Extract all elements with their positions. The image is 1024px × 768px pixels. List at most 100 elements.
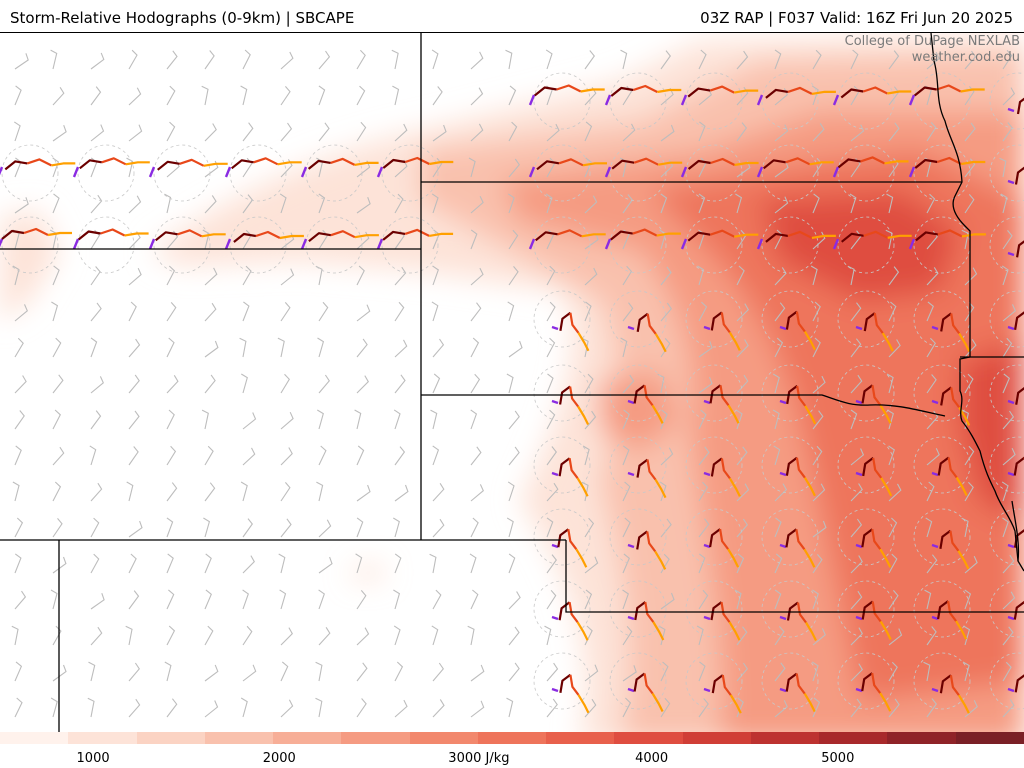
- hodograph-segment: [558, 601, 571, 621]
- hodograph-segment: [582, 162, 607, 167]
- wind-barb: [316, 481, 324, 502]
- wind-barb: [508, 340, 523, 358]
- wind-barb: [735, 409, 743, 430]
- hodograph-storm-motion-segment: [1007, 325, 1015, 331]
- hodograph-segment: [961, 233, 986, 238]
- colorbar-segment: [750, 732, 820, 744]
- hodograph-segment: [803, 548, 816, 568]
- wind-barb: [280, 699, 294, 718]
- wind-barb: [772, 373, 780, 394]
- wind-barb: [774, 302, 786, 322]
- hodograph-storm-motion-segment: [931, 687, 939, 693]
- wind-barb: [356, 698, 367, 718]
- hodograph-segment: [729, 694, 742, 714]
- wind-barb: [546, 265, 556, 286]
- wind-barb: [698, 553, 706, 574]
- colorbar-segment: [204, 732, 274, 744]
- wind-barb: [204, 374, 216, 394]
- wind-barb: [432, 662, 444, 682]
- hodograph-storm-motion-segment: [551, 325, 559, 331]
- wind-barb: [696, 625, 704, 646]
- wind-barb: [736, 518, 748, 538]
- wind-barb: [11, 625, 19, 646]
- wind-barb: [204, 445, 214, 466]
- hodograph-segment: [939, 674, 952, 694]
- hodograph-ring: [153, 144, 211, 202]
- wind-barb: [166, 121, 176, 142]
- colorbar-segment: [409, 732, 478, 744]
- wind-barb: [850, 483, 863, 502]
- wind-barb: [964, 589, 972, 610]
- wind-barb: [622, 517, 631, 538]
- wind-barb: [698, 121, 706, 142]
- hodograph-segment: [710, 157, 736, 166]
- wind-barb: [318, 50, 331, 70]
- wind-barb: [90, 337, 98, 358]
- hodograph-segment: [657, 88, 682, 94]
- wind-barb: [164, 661, 172, 682]
- hodograph-ring: [837, 72, 895, 130]
- wind-barb: [164, 193, 172, 214]
- wind-barb: [356, 231, 370, 250]
- hodograph-segment: [633, 384, 646, 404]
- wind-barb: [470, 195, 484, 214]
- wind-barb: [660, 447, 674, 466]
- wind-barb: [470, 409, 478, 430]
- hodograph-storm-motion-segment: [376, 166, 384, 178]
- hodograph-segment: [124, 232, 149, 237]
- wind-barb: [734, 589, 742, 610]
- hodograph-segment: [1014, 311, 1024, 330]
- wind-barb: [810, 265, 818, 286]
- hodograph-segment: [785, 456, 798, 476]
- wind-barb: [204, 482, 216, 502]
- wind-barb: [888, 301, 897, 322]
- wind-barb: [242, 555, 255, 574]
- wind-barb: [506, 697, 514, 718]
- hodograph-ring: [609, 652, 667, 710]
- hodograph-segment: [569, 312, 580, 334]
- hodograph-rings: [1, 72, 1024, 710]
- wind-barb: [1002, 661, 1012, 682]
- wind-barb: [964, 373, 974, 394]
- wind-barb: [52, 193, 60, 214]
- wind-barb: [88, 661, 96, 682]
- wind-barb: [90, 302, 102, 322]
- hodograph-storm-motion-segment: [604, 238, 612, 250]
- hodograph-segment: [77, 230, 101, 241]
- wind-barb: [925, 517, 933, 538]
- map-panel[interactable]: [0, 32, 1024, 743]
- hodograph-segment: [785, 528, 798, 548]
- wind-barb: [470, 373, 481, 394]
- wind-barb: [128, 520, 143, 538]
- wind-barb: [888, 339, 901, 358]
- wind-barb: [432, 338, 445, 358]
- hodograph-storm-motion-segment: [908, 94, 916, 106]
- hodograph-storm-motion-segment: [779, 471, 787, 477]
- hodograph-segment: [720, 312, 731, 334]
- wind-barb: [204, 664, 219, 682]
- hodograph-segment: [949, 675, 960, 696]
- hodograph-segment: [950, 387, 961, 409]
- hodograph-segment: [636, 530, 648, 550]
- hodograph-segment: [879, 548, 892, 568]
- wind-barb: [14, 553, 22, 574]
- wind-barb: [356, 49, 366, 70]
- hodograph-segment: [654, 550, 667, 570]
- wind-barb: [926, 337, 936, 358]
- wind-barb: [698, 301, 708, 322]
- wind-barb: [507, 481, 515, 502]
- wind-barb: [166, 337, 175, 358]
- hodograph-segment: [1014, 674, 1024, 693]
- hodograph-ring: [1, 216, 59, 274]
- hodograph-storm-motion-segment: [931, 471, 939, 477]
- hodograph-segment: [559, 311, 572, 331]
- wind-barb: [811, 661, 819, 682]
- hodograph-segment: [646, 531, 657, 553]
- hodograph-segment: [861, 528, 873, 548]
- wind-barb: [774, 662, 786, 682]
- hodograph-segment: [940, 386, 952, 406]
- wind-barb: [736, 374, 749, 394]
- wind-barb: [584, 50, 595, 70]
- wind-barb: [318, 122, 330, 142]
- wind-barb: [52, 125, 67, 142]
